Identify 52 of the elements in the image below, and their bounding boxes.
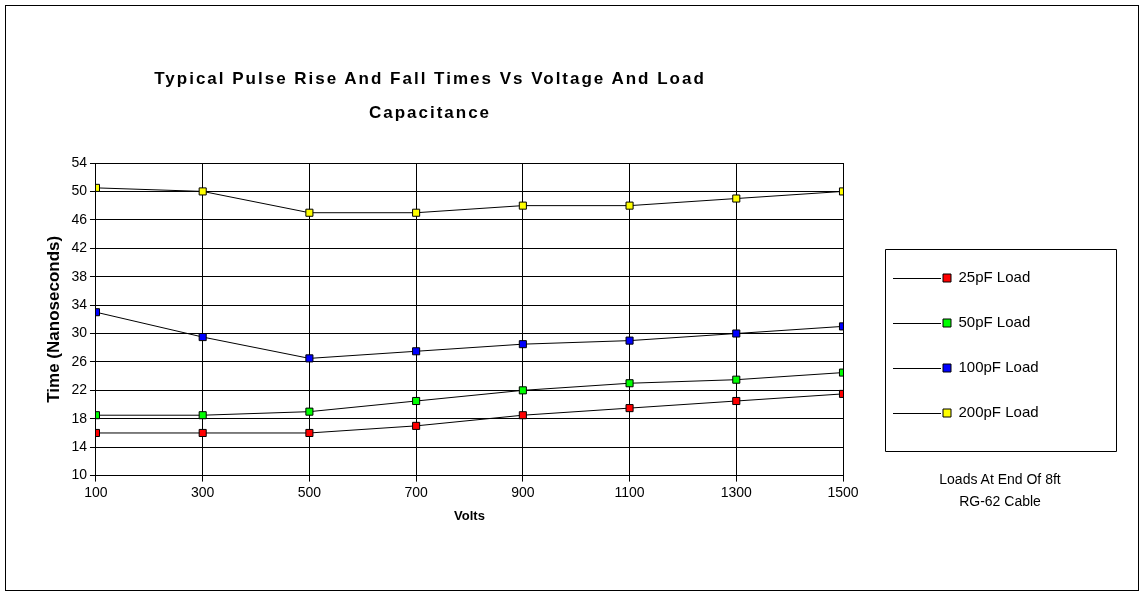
y-tick-label: 42: [71, 239, 88, 256]
point: [518, 340, 527, 349]
x-tick-label: 1500: [827, 483, 859, 500]
point: [518, 386, 527, 395]
y-axis-title: Time (Nanoseconds): [43, 235, 63, 403]
legend-label: 100pF Load: [958, 358, 1039, 376]
point: [518, 411, 527, 420]
legend-label: 25pF Load: [958, 268, 1031, 286]
y-tick-label: 50: [71, 182, 88, 199]
point: [732, 329, 741, 338]
x-axis-title: Volts: [454, 507, 485, 523]
x-tick-label: 300: [191, 483, 215, 500]
text: Loads At End Of 8ft RG-62 Cable: [938, 470, 1062, 511]
y-tick-label: 30: [71, 324, 88, 341]
point: [412, 396, 421, 406]
point: [625, 379, 634, 388]
x-tick-label: 900: [511, 483, 535, 500]
y-tick-label: 34: [71, 295, 88, 312]
y-tick-label: 46: [71, 210, 88, 227]
point: [732, 194, 741, 203]
x-tick-label: 700: [404, 483, 429, 500]
legend-label: 200pF Load: [958, 403, 1039, 421]
y-tick-label: 18: [71, 409, 88, 426]
point: [198, 428, 207, 438]
point: [305, 354, 314, 363]
x-tick-label: 1100: [614, 483, 645, 500]
y-tick-label: 10: [71, 466, 88, 483]
point: [412, 208, 421, 217]
point: [732, 396, 741, 406]
point: [625, 336, 634, 345]
chart-title: Typical Pulse Rise And Fall Times Vs Voltage And Load Capacitance: [153, 68, 707, 124]
point: [625, 201, 634, 210]
point: [732, 375, 741, 384]
point: [305, 208, 314, 217]
point: [198, 411, 207, 420]
point: [198, 187, 207, 196]
y-tick-label: 54: [71, 153, 88, 170]
point: [305, 428, 314, 438]
point: [412, 421, 421, 430]
point: [518, 201, 527, 210]
x-tick-label: 100: [84, 483, 108, 500]
legend-label: 50pF Load: [958, 313, 1031, 331]
y-tick-label: 26: [71, 352, 88, 369]
point: [305, 407, 314, 416]
point: [198, 333, 207, 342]
y-tick-label: 22: [71, 381, 88, 398]
point: [625, 404, 634, 413]
y-tick-label: 14: [71, 438, 88, 455]
point: [412, 347, 421, 356]
x-tick-label: 1300: [720, 483, 753, 500]
x-tick-label: 500: [297, 483, 322, 500]
y-tick-label: 38: [71, 267, 88, 284]
